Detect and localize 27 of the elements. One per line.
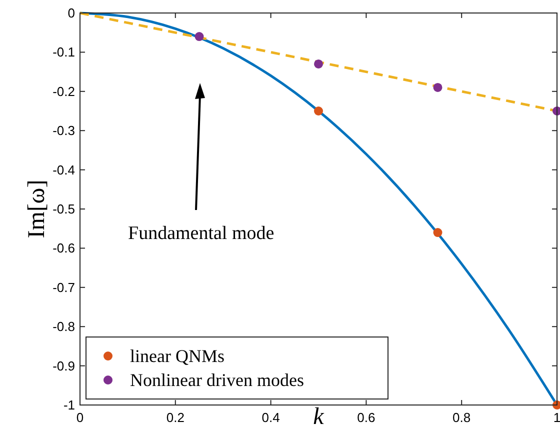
x-tick-label: 0.8 [452, 410, 471, 425]
x-tick-label: 0.4 [262, 410, 280, 425]
legend-label: Nonlinear driven modes [130, 370, 304, 390]
y-tick-label: -1 [63, 398, 75, 412]
y-tick-label: -0.7 [52, 280, 75, 295]
legend-label: linear QNMs [130, 346, 224, 366]
point [433, 228, 442, 238]
point [314, 106, 323, 116]
y-tick-label: -0.8 [52, 319, 75, 334]
y-axis-title: Im[ω] [24, 180, 50, 238]
y-tick-label: -0.2 [52, 84, 75, 99]
y-tick-label: -0.6 [52, 240, 75, 256]
y-tick-label: 0 [68, 6, 75, 20]
x-tick-label: 1 [553, 410, 560, 425]
x-tick-label: 0.2 [166, 410, 184, 425]
y-tick-label: -0.4 [52, 162, 75, 178]
y-tick-label: -0.5 [52, 202, 75, 216]
y-tick-label: -0.3 [52, 123, 75, 138]
x-axis-title: k [313, 404, 324, 428]
y-tick-label: -0.9 [52, 358, 75, 374]
x-tick-label: 0.6 [357, 410, 376, 425]
y-tick-label: -0.1 [52, 44, 75, 60]
point [552, 400, 560, 410]
point [314, 59, 323, 68]
point [433, 82, 442, 92]
annotation: Fundamental mode [128, 223, 274, 244]
point [194, 32, 204, 42]
